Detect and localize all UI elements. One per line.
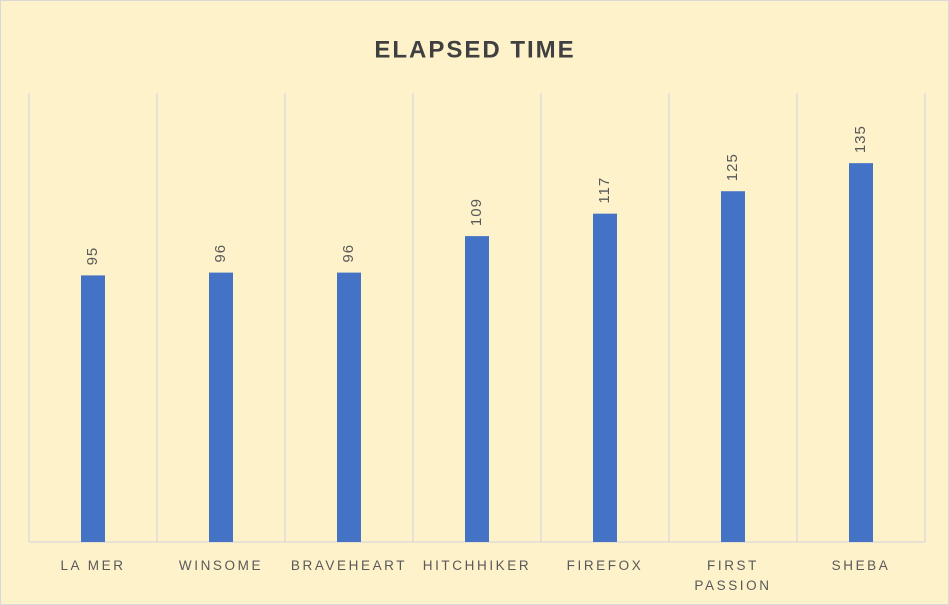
data-label: 125 [724, 153, 741, 181]
x-tick-label: LA MER [60, 558, 126, 573]
x-tick-label: SHEBA [831, 558, 891, 573]
data-label: 109 [468, 198, 485, 226]
data-label: 96 [212, 244, 229, 263]
x-tick-label: FIRST PASSION [694, 558, 772, 593]
chart-title: ELAPSED TIME [374, 36, 575, 63]
bar [849, 163, 873, 542]
bar [337, 272, 361, 542]
data-label: 135 [852, 125, 869, 153]
bar [81, 275, 105, 542]
x-tick-label: BRAVEHEART [290, 558, 408, 573]
x-tick-label: WINSOME [178, 558, 264, 573]
bar [593, 213, 617, 542]
data-label: 96 [340, 244, 357, 263]
bar [721, 191, 745, 542]
data-label: 95 [84, 247, 101, 266]
data-label: 117 [596, 177, 613, 204]
x-tick-label: HITCHHIKER [422, 558, 532, 573]
x-tick-label: FIREFOX [566, 558, 644, 573]
bar [209, 272, 233, 542]
bar [465, 236, 489, 542]
